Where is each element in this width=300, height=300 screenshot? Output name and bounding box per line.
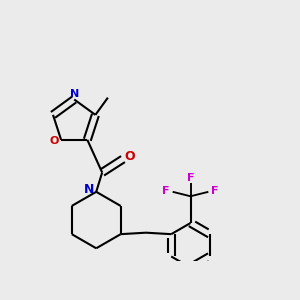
Text: N: N [84,183,94,196]
Text: F: F [162,186,170,196]
Text: O: O [124,150,135,163]
Text: O: O [50,136,59,146]
Text: N: N [70,89,79,99]
Text: F: F [187,172,194,182]
Text: F: F [211,186,219,196]
